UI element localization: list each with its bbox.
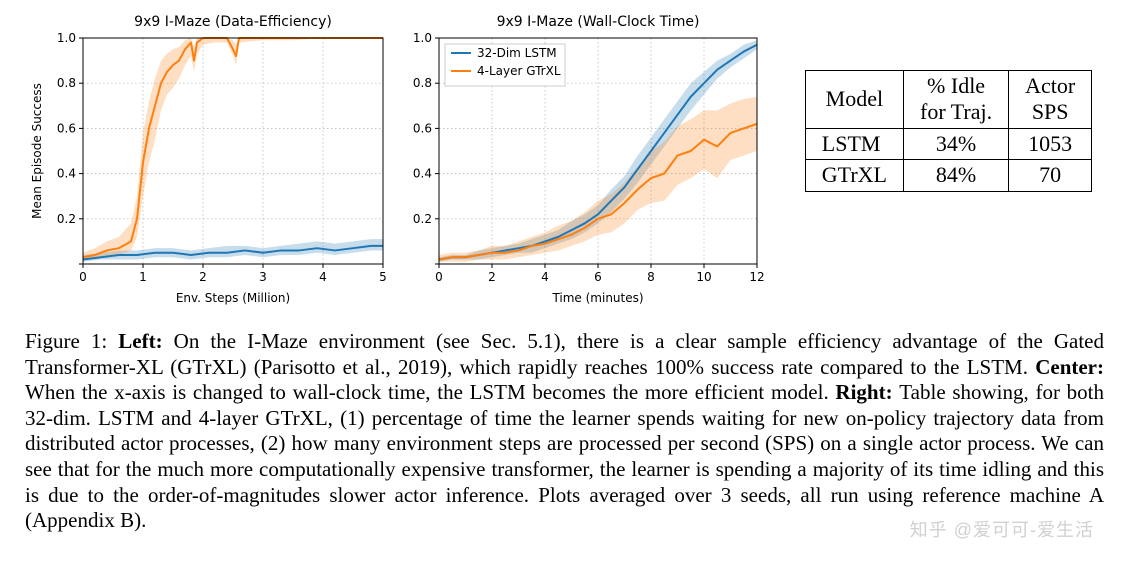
cell-idle-0: 34%: [904, 128, 1009, 159]
svg-text:Time (minutes): Time (minutes): [551, 291, 643, 305]
figure-caption: Figure 1: Left: On the I-Maze environmen…: [25, 329, 1104, 534]
table-header-model: Model: [805, 71, 903, 129]
svg-text:10: 10: [696, 270, 711, 284]
chart-left: 0 1 2 3 4 5 0.2 0.4 0.6 0.8 1.0 9x9 I-Maze (Data-Ef…: [25, 10, 395, 310]
svg-text:1: 1: [139, 270, 147, 284]
svg-text:0.8: 0.8: [57, 76, 76, 90]
table-row: GTrXL 84% 70: [805, 160, 1091, 191]
svg-text:2: 2: [488, 270, 496, 284]
svg-text:32-Dim LSTM: 32-Dim LSTM: [477, 46, 557, 60]
col2-l2: SPS: [1032, 99, 1069, 124]
svg-text:1.0: 1.0: [413, 31, 432, 45]
chart-right: 0 2 4 6 8 10 12 0.2 0.4 0.6 0.8 1.0 9x9 I-Maze (Wall…: [399, 10, 769, 310]
cell-idle-1: 84%: [904, 160, 1009, 191]
chart-left-wrap: 0 1 2 3 4 5 0.2 0.4 0.6 0.8 1.0 9x9 I-Maze (Data-Ef…: [25, 10, 395, 315]
svg-text:0.4: 0.4: [413, 167, 432, 181]
col0-label: Model: [826, 86, 883, 111]
svg-text:4: 4: [541, 270, 549, 284]
caption-fig-label: Figure 1:: [25, 329, 118, 353]
svg-text:5: 5: [379, 270, 387, 284]
col2-l1: Actor: [1025, 73, 1075, 98]
caption-bold-label: Center:: [1035, 355, 1104, 379]
svg-text:0.4: 0.4: [57, 167, 76, 181]
caption-bold-label: Right:: [835, 380, 899, 404]
svg-text:Mean Episode Success: Mean Episode Success: [30, 83, 44, 219]
cell-sps-0: 1053: [1009, 128, 1092, 159]
svg-text:6: 6: [594, 270, 602, 284]
caption-bold-label: Left:: [118, 329, 173, 353]
svg-text:0.6: 0.6: [413, 121, 432, 135]
svg-text:4-Layer GTrXL: 4-Layer GTrXL: [477, 64, 561, 78]
table-header-idle: % Idle for Traj.: [904, 71, 1009, 129]
svg-text:0.2: 0.2: [413, 212, 432, 226]
caption-text: On the I-Maze environment (see Sec. 5.1)…: [25, 329, 1104, 379]
svg-text:Env. Steps (Million): Env. Steps (Million): [176, 291, 290, 305]
caption-text: When the x-axis is changed to wall-clock…: [25, 380, 835, 404]
cell-sps-1: 70: [1009, 160, 1092, 191]
svg-text:0.2: 0.2: [57, 212, 76, 226]
svg-text:0: 0: [79, 270, 87, 284]
svg-text:0: 0: [435, 270, 443, 284]
svg-text:9x9 I-Maze (Wall-Clock Time): 9x9 I-Maze (Wall-Clock Time): [497, 14, 700, 30]
figure-page: 0123450.20.40.60.81.09x9 I-Maze (Data-Ef…: [0, 0, 1129, 586]
col1-l2: for Traj.: [920, 99, 992, 124]
top-row: 0123450.20.40.60.81.09x9 I-Maze (Data-Ef…: [25, 10, 1104, 315]
svg-text:3: 3: [259, 270, 267, 284]
cell-model-1: GTrXL: [805, 160, 903, 191]
svg-text:1.0: 1.0: [57, 31, 76, 45]
table-row: LSTM 34% 1053: [805, 128, 1091, 159]
metrics-table: Model % Idle for Traj. Actor SPS: [805, 70, 1092, 192]
svg-text:0.8: 0.8: [413, 76, 432, 90]
chart-right-wrap: 0 2 4 6 8 10 12 0.2 0.4 0.6 0.8 1.0 9x9 I-Maze (Wall…: [399, 10, 769, 315]
table-header-sps: Actor SPS: [1009, 71, 1092, 129]
table-column: Model % Idle for Traj. Actor SPS: [773, 10, 1104, 192]
col1-l1: % Idle: [927, 73, 985, 98]
svg-text:4: 4: [319, 270, 327, 284]
svg-text:8: 8: [647, 270, 655, 284]
svg-text:2: 2: [199, 270, 207, 284]
svg-text:12: 12: [749, 270, 764, 284]
table-header-row: Model % Idle for Traj. Actor SPS: [805, 71, 1091, 129]
svg-text:9x9 I-Maze (Data-Efficiency): 9x9 I-Maze (Data-Efficiency): [134, 14, 332, 30]
cell-model-0: LSTM: [805, 128, 903, 159]
svg-text:0.6: 0.6: [57, 121, 76, 135]
